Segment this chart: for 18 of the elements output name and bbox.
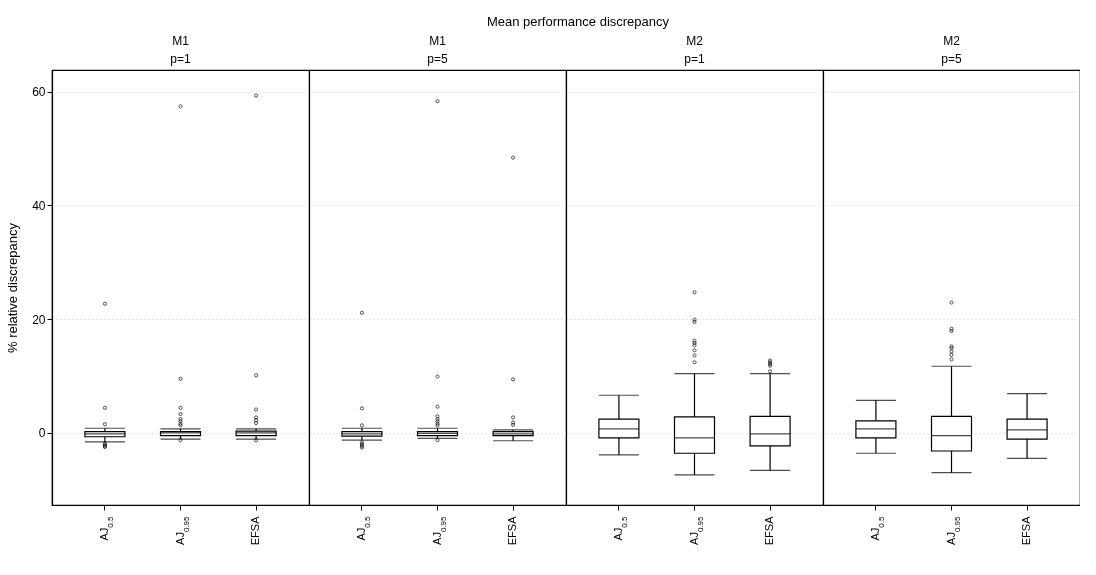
x-tick-label: EFSA	[249, 515, 262, 546]
chart-title: M1	[429, 34, 447, 48]
chart-title: M1	[172, 34, 190, 48]
chart-title: M2	[686, 34, 704, 48]
x-tick-label: EFSA	[763, 515, 776, 546]
y-tick-label: 60	[32, 85, 46, 100]
chart-title: M2	[943, 34, 961, 48]
chart-subtitle: p=5	[941, 52, 962, 66]
text: Mean performance discrepancy	[485, 13, 671, 31]
x-tick-label: EFSA	[1020, 515, 1033, 546]
y-tick-label: 40	[32, 198, 46, 213]
x-tick-label: EFSA	[506, 515, 519, 546]
chart-subtitle: p=1	[684, 52, 705, 66]
y-tick-label: 20	[32, 312, 46, 327]
y-tick-label: 0	[38, 426, 46, 441]
chart-subtitle: p=1	[170, 52, 191, 66]
y-axis-title: % relative discrepancy	[5, 222, 21, 354]
chart-subtitle: p=5	[427, 52, 448, 66]
